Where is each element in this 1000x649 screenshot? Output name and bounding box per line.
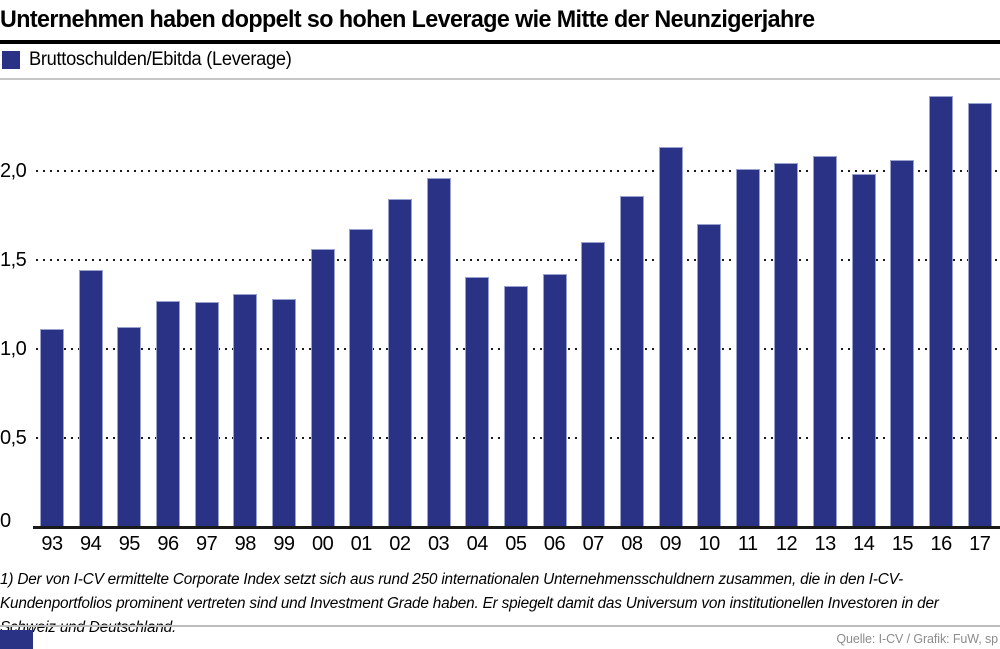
x-label-93: 93 <box>41 533 63 555</box>
bar-02 <box>387 199 412 527</box>
gridline-2,0 <box>36 169 1000 172</box>
legend-divider <box>0 78 1000 80</box>
bar-96 <box>155 300 180 527</box>
bar-03 <box>426 177 451 527</box>
bar-00 <box>310 248 335 527</box>
y-tick-label: 1,5 <box>0 249 31 270</box>
bar-05 <box>503 286 528 527</box>
x-label-99: 99 <box>273 533 295 555</box>
x-label-02: 02 <box>389 533 411 555</box>
bar-17 <box>967 102 992 527</box>
bar-09 <box>658 147 683 527</box>
bar-11 <box>735 168 760 527</box>
x-label-00: 00 <box>311 533 334 555</box>
bar-99 <box>271 298 296 527</box>
x-label-94: 94 <box>80 533 102 555</box>
bar-98 <box>233 293 258 527</box>
y-tick-label: 0,5 <box>0 427 31 448</box>
bar-chart: 0 0,5 1,0 1,5 2,0 93 94 95 96 97 98 99 00 01 02 03 04 05… <box>0 80 1000 562</box>
title-divider <box>0 40 1000 44</box>
corner-block <box>0 630 33 649</box>
bar-04 <box>465 277 490 527</box>
chart-title: Unternehmen haben doppelt so hohen Lever… <box>0 6 815 33</box>
source-credit: Quelle: I-CV / Grafik: FuW, sp <box>836 632 998 646</box>
bar-13 <box>813 156 838 527</box>
y-tick-label: 0 <box>0 511 15 531</box>
bar-16 <box>929 95 954 527</box>
x-label-98: 98 <box>234 533 257 555</box>
bar-97 <box>194 302 219 527</box>
bar-06 <box>542 273 567 527</box>
legend-label: Bruttoschulden/Ebitda (Leverage) <box>29 49 292 70</box>
bottom-divider <box>0 625 1000 627</box>
x-label-10: 10 <box>698 533 721 555</box>
x-label-12: 12 <box>775 533 798 555</box>
x-label-17: 17 <box>969 533 991 555</box>
bar-95 <box>117 327 142 527</box>
y-tick-label: 2,0 <box>0 160 31 181</box>
x-label-97: 97 <box>196 533 218 555</box>
x-label-05: 05 <box>505 533 527 555</box>
x-label-01: 01 <box>350 533 373 555</box>
bar-08 <box>619 195 644 527</box>
x-label-13: 13 <box>814 533 837 555</box>
x-label-06: 06 <box>543 533 566 555</box>
footnote: 1) Der von I-CV ermittelte Corporate Ind… <box>0 571 939 637</box>
x-label-07: 07 <box>582 533 605 555</box>
gridline-1,5 <box>36 258 1000 261</box>
x-axis-line <box>33 526 1000 529</box>
bar-93 <box>40 329 64 527</box>
bar-series <box>40 85 992 527</box>
x-label-11: 11 <box>737 533 758 555</box>
bar-94 <box>78 270 103 527</box>
x-label-08: 08 <box>621 533 643 555</box>
bar-01 <box>349 229 374 527</box>
x-label-16: 16 <box>930 533 952 555</box>
legend: Bruttoschulden/Ebitda (Leverage) <box>2 49 302 70</box>
x-label-95: 95 <box>118 533 141 555</box>
bar-10 <box>697 224 722 527</box>
x-label-04: 04 <box>466 533 489 555</box>
x-label-14: 14 <box>853 533 875 555</box>
x-label-03: 03 <box>427 533 450 555</box>
bar-15 <box>890 159 915 527</box>
x-label-15: 15 <box>891 533 914 555</box>
y-tick-label: 1,0 <box>0 338 31 359</box>
x-axis-labels: 93 94 95 96 97 98 99 00 01 02 03 04 05 06 07 08 09 10 11 12… <box>40 533 992 556</box>
plot-area: 0 0,5 1,0 1,5 2,0 <box>0 85 1000 531</box>
bar-07 <box>581 241 606 527</box>
legend-swatch-icon <box>2 51 20 69</box>
x-label-09: 09 <box>659 533 682 555</box>
bar-12 <box>774 163 799 527</box>
bar-14 <box>851 174 876 527</box>
x-label-96: 96 <box>157 533 179 555</box>
